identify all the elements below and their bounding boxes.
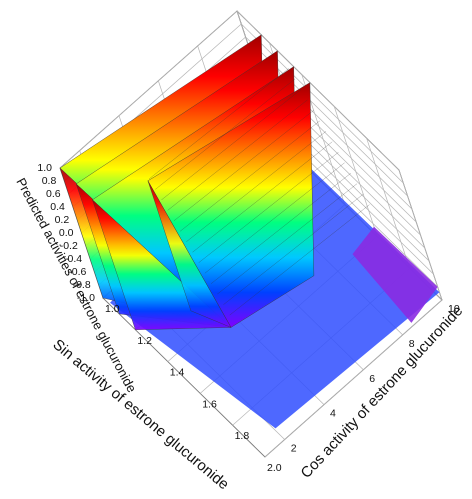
z-tick-label: -1.0 [77,292,95,304]
z-tick-label: 0.8 [42,175,57,187]
base-surface-patch [352,226,438,323]
contour-line [148,68,289,180]
y-tick-label: 4 [330,408,336,420]
z-tick-label: -0.6 [68,266,86,278]
x-tick-label: 2.0 [267,462,282,474]
x-tick-label: 1.2 [137,335,152,347]
contour-line [223,194,364,305]
z-tick-label: 0.0 [59,227,74,239]
grid-line [333,106,378,237]
contour-line [167,99,308,211]
x-tick-label: 1.6 [202,398,217,410]
z-tick-label: 0.6 [46,188,61,200]
grid-line [264,299,443,458]
contour-line [210,173,351,284]
tick-labels: -1.0-0.8-0.6-0.4-0.20.00.20.40.60.81.01.… [37,162,459,474]
y-tick-label: 2 [291,443,297,455]
contour-line [161,89,302,201]
z-tick-label: 1.0 [37,162,52,174]
contour-line [173,110,314,221]
grid-line [366,138,410,269]
contour-line [204,162,345,274]
y-tick-label: 8 [409,338,415,350]
ridge-face [147,180,232,328]
y-tick-label: 10 [448,303,460,315]
grid-line [236,10,400,171]
contour-line [186,131,327,242]
x-tick-label: 1.4 [170,367,185,379]
x-tick-label: 1.0 [105,303,120,315]
contour-line [155,78,296,190]
contour-line [179,120,320,232]
contour-line [192,141,333,253]
z-tick-label: 0.4 [50,201,65,213]
contour-line [217,183,358,295]
grid-line [398,169,443,301]
grid-line [59,10,238,169]
contour-line [229,204,370,316]
y-tick-label: 6 [369,373,375,385]
surface [59,34,440,429]
z-tick-label: 0.2 [55,214,70,226]
x-tick-label: 1.8 [235,430,250,442]
z-tick-label: -0.8 [73,279,91,291]
z-tick-label: -0.2 [60,240,78,252]
grid-line [241,23,404,184]
z-tick-label: -0.4 [64,253,82,265]
contour-line [198,152,339,263]
